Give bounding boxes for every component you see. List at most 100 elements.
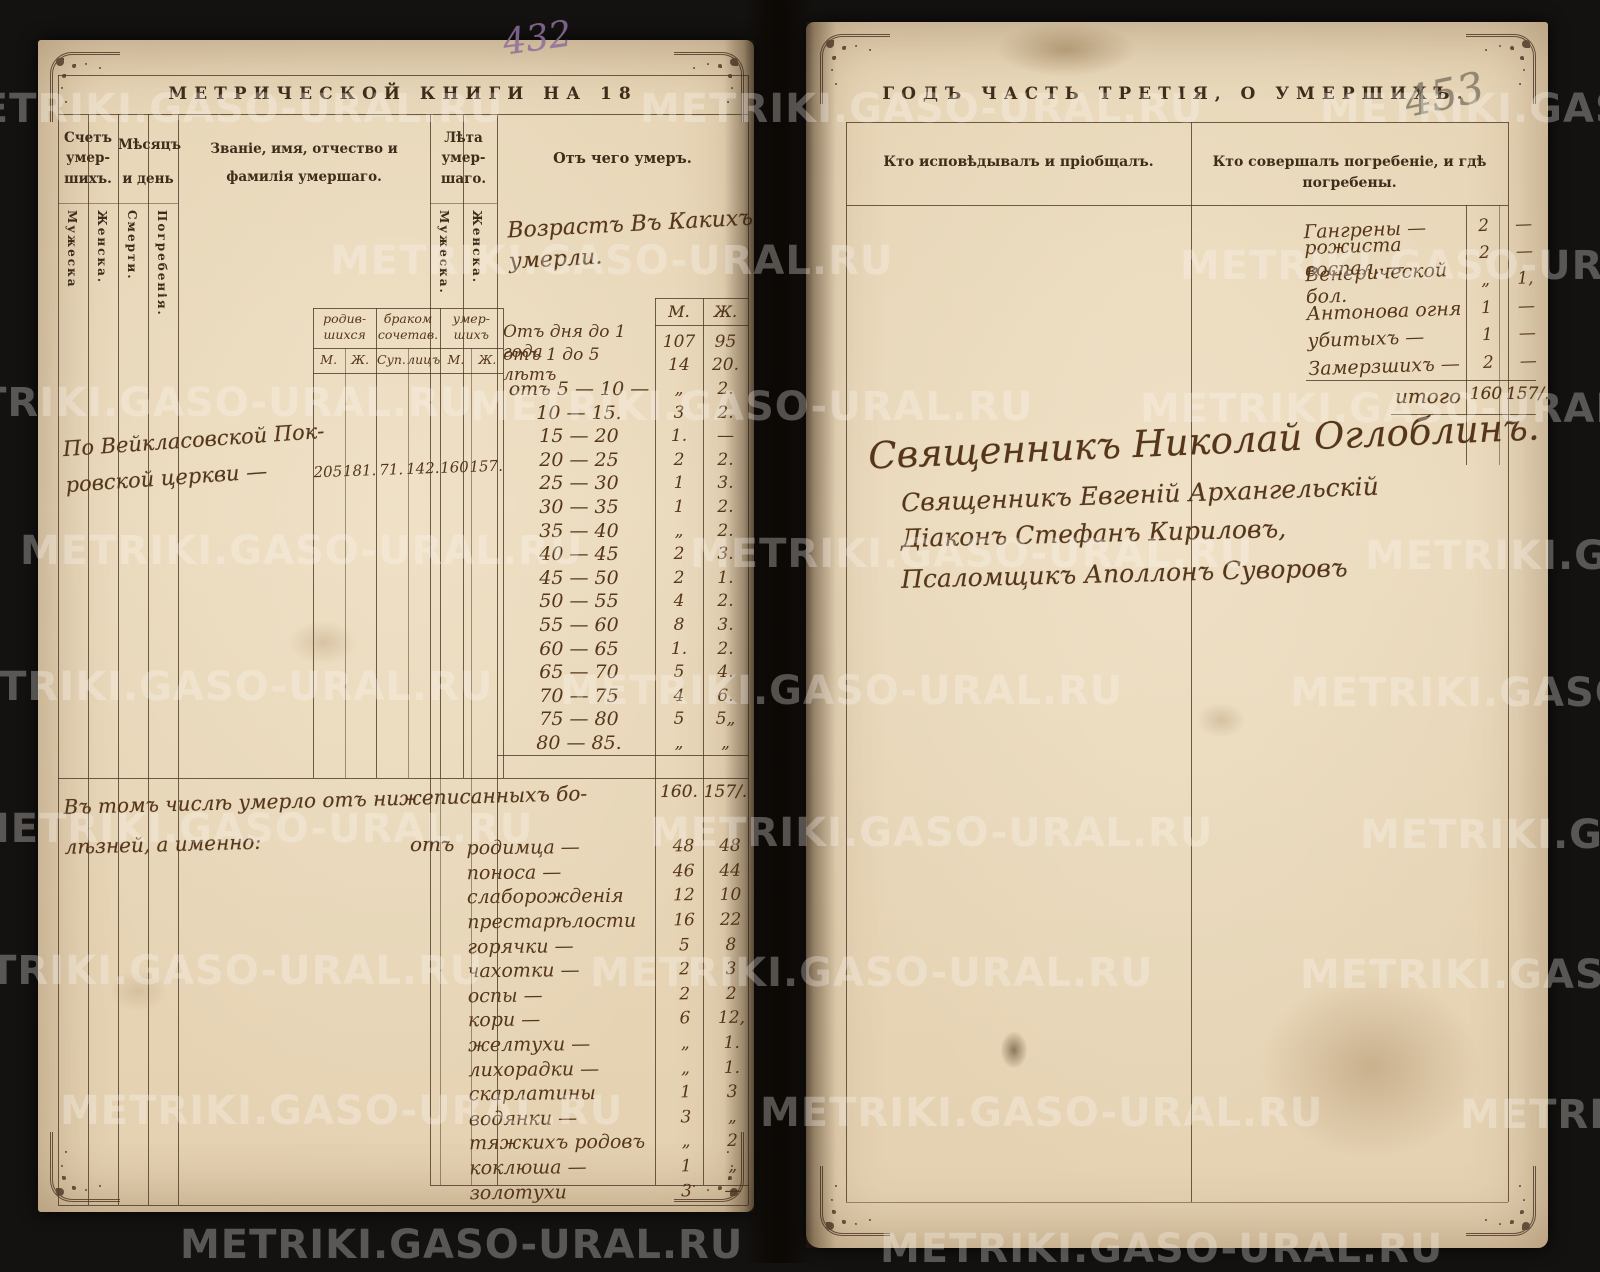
age-count-male: 5: [673, 709, 685, 730]
rule-line: [313, 308, 314, 778]
rule-line: [497, 114, 498, 1185]
cause-count-male: 2: [679, 984, 691, 1005]
col-header-age-l2: умер-: [441, 150, 486, 167]
cause-label: убитыхъ —: [1307, 326, 1425, 353]
summary-value: 160: [439, 457, 470, 477]
cause-row: тяжкихъ родовъ „ 2: [463, 1129, 749, 1156]
summary-sub-header: Суп.: [377, 352, 406, 367]
age-count-female: 2.: [717, 638, 734, 659]
cause-count-male: 1: [680, 1082, 692, 1103]
age-row: 40 — 45 2 3.: [503, 542, 748, 566]
rule-line: [430, 1185, 748, 1186]
summary-group-header: родив- шихся: [323, 311, 367, 342]
age-range: 50 — 55: [539, 590, 619, 613]
cause-count-male: 16: [673, 910, 696, 931]
rule-line: [58, 778, 748, 779]
age-row: 35 — 40 „ 2.: [503, 519, 748, 543]
cause-label: родимца —: [466, 836, 580, 860]
corner-ornament: [816, 30, 894, 108]
cause-label: тяжкихъ родовъ: [468, 1131, 646, 1155]
cause-count-male: 2: [679, 959, 691, 980]
subcol-death: Смерти.: [125, 210, 139, 281]
rule-line: [148, 114, 149, 1205]
rule-line: [471, 778, 472, 1185]
age-count-female: 6.: [717, 685, 734, 706]
cause-row: лихорадки — „ 1.: [462, 1055, 748, 1082]
cause-label: оспы —: [467, 984, 543, 1008]
stain: [288, 620, 358, 665]
rule-line: [1499, 205, 1500, 465]
age-count-female: —: [717, 426, 734, 447]
age-count-female: 2.: [717, 449, 734, 470]
causes-intro-l1: Въ томъ числѣ умерло отъ нижеписанныхъ б…: [63, 781, 588, 819]
rule-line: [655, 298, 656, 1185]
cause-row: кори — 6 12,: [462, 1006, 748, 1033]
age-count-female: 4.: [717, 662, 734, 683]
cause-count-male: 3: [680, 1107, 692, 1128]
cause-count-male: 1: [1480, 297, 1493, 318]
col-header-cause: Отъ чего умеръ.: [553, 150, 692, 167]
cause-label: желтухи —: [468, 1033, 591, 1057]
age-count-female: 5„: [715, 709, 736, 730]
age-count-male: 1.: [670, 638, 688, 659]
age-row: 30 — 35 1 2.: [503, 495, 748, 519]
cause-label: чахотки —: [467, 959, 580, 983]
cause-row: коклюша — 1 „: [463, 1153, 749, 1180]
cause-count-female: —: [1515, 241, 1534, 262]
col-header-count-l2: умер-: [65, 150, 110, 167]
stain: [1001, 1032, 1027, 1068]
age-count-male: 4: [673, 591, 685, 612]
col-header-date: Мѣсяцъ и день: [118, 135, 181, 190]
left-page: 432 МЕТРИЧЕСКОЙ КНИГИ НА 18 Счетъ умер-: [38, 13, 754, 1212]
cause-count-male: „: [680, 1033, 690, 1054]
age-count-male: 8: [673, 614, 685, 635]
rule-line: [497, 755, 748, 756]
cause-count-male: 12: [673, 885, 695, 906]
rule-line: [58, 75, 748, 76]
summary-value: 157.: [469, 456, 504, 476]
summary-sub-header: М.: [447, 352, 465, 367]
rule-line: [408, 348, 409, 778]
page-number-pencil: 432: [500, 13, 575, 64]
rule-line: [430, 114, 431, 1185]
age-row: 15 — 20 1. —: [503, 424, 748, 448]
age-count-male: 2: [673, 449, 685, 470]
age-count-male: „: [674, 378, 684, 399]
age-row: 60 — 65 1. 2.: [503, 637, 748, 661]
col-header-count: Счетъ умер- шихъ.: [58, 128, 118, 189]
rule-line: [846, 1202, 1508, 1203]
subcol-male: Мужеска: [65, 210, 79, 289]
cause-row: чахотки — 2 3: [461, 957, 747, 984]
age-row: 50 — 55 4 2.: [503, 590, 748, 614]
summary-sub-header: Ж.: [478, 352, 497, 367]
total-female: 157/.: [1506, 384, 1550, 404]
cause-count-male: „: [1480, 270, 1491, 291]
summary-group-header: браком сочетав.: [377, 311, 439, 342]
cause-label: слаборожденія: [466, 885, 624, 909]
rule-line: [471, 348, 472, 778]
summary-sub-header: М.: [320, 352, 338, 367]
age-range: отъ 5 — 10 —: [508, 377, 650, 400]
age-row: 10 — 15. 3 2.: [503, 401, 748, 425]
cause-label: Антонова огня: [1306, 297, 1462, 326]
age-count-female: 3.: [717, 544, 734, 565]
corner-ornament: [816, 1162, 894, 1240]
cause-label: коклюша —: [469, 1156, 587, 1180]
age-row: 20 — 25 2 2.: [503, 448, 748, 472]
rule-line: [846, 205, 1508, 206]
col-header-count-l1: Счетъ: [64, 130, 112, 146]
watermark: METRIKI.GASO-URAL.RU: [180, 1222, 744, 1268]
rule-line: [655, 298, 748, 299]
rule-line: [1508, 122, 1509, 1202]
cause-row: водянки — 3 „: [463, 1104, 749, 1131]
rule-line: [313, 308, 503, 309]
cause-row: скарлатины 1 3: [463, 1080, 749, 1107]
stain: [108, 970, 168, 1012]
page-title: ГОДЪ ЧАСТЬ ТРЕТІЯ, О УМЕРШИХЪ.: [882, 84, 1470, 104]
age-count-male: 1.: [670, 426, 688, 447]
rule-line: [1306, 380, 1536, 381]
age-count-female: 3.: [717, 614, 734, 635]
corner-ornament: [1462, 1162, 1540, 1240]
age-count-male: 107: [662, 331, 696, 352]
cause-label: кори —: [467, 1009, 541, 1032]
